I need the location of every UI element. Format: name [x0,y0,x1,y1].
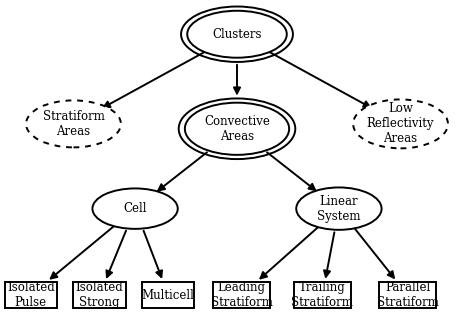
FancyBboxPatch shape [5,282,57,308]
Text: Clusters: Clusters [212,28,262,41]
Text: Isolated
Pulse: Isolated Pulse [7,281,55,309]
FancyBboxPatch shape [294,282,351,308]
Text: Parallel
Stratiform: Parallel Stratiform [377,281,438,309]
Ellipse shape [187,11,287,58]
Ellipse shape [26,100,121,147]
Ellipse shape [185,103,289,155]
Text: Trailing
Stratiform: Trailing Stratiform [292,281,353,309]
Text: Linear
System: Linear System [317,195,361,223]
FancyBboxPatch shape [213,282,270,308]
FancyBboxPatch shape [379,282,436,308]
Text: Convective
Areas: Convective Areas [204,115,270,143]
Text: Multicell: Multicell [142,289,195,302]
Ellipse shape [353,99,448,148]
FancyBboxPatch shape [73,282,126,308]
Text: Stratiform
Areas: Stratiform Areas [43,110,104,138]
Text: Low
Reflectivity
Areas: Low Reflectivity Areas [367,102,434,145]
Ellipse shape [296,187,382,230]
FancyBboxPatch shape [142,282,194,308]
Text: Leading
Stratiform: Leading Stratiform [211,281,273,309]
Text: Isolated
Strong: Isolated Strong [76,281,123,309]
Text: Cell: Cell [123,202,147,215]
Ellipse shape [92,188,178,229]
